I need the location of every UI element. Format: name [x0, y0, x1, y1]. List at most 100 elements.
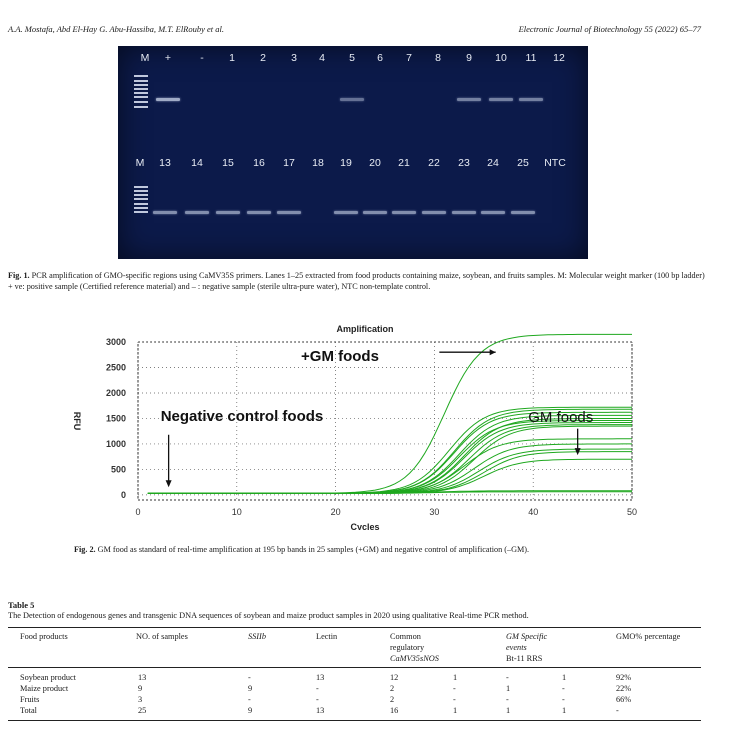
fig1-text: PCR amplification of GMO-specific region… [8, 271, 705, 291]
table-cell-food: Maize product [20, 684, 69, 693]
table-description: The Detection of endogenous genes and tr… [8, 611, 529, 620]
amplification-curve [147, 422, 632, 494]
table-cell-sslib: - [248, 695, 251, 704]
gel-lane-label-bottom: 15 [222, 157, 234, 169]
fig1-caption: Fig. 1. PCR amplification of GMO-specifi… [8, 270, 708, 292]
header-gm-2: events [506, 643, 527, 652]
x-tick-label: 40 [528, 507, 538, 517]
amplification-chart: 0 10 20 30 40 50 0 500 1000 1500 2000 2500 3000 Ampli… [60, 318, 660, 532]
gel-band [489, 98, 513, 101]
table-cell-c35s: 2 [390, 695, 395, 704]
y-tick-label: 500 [111, 464, 126, 474]
y-tick-label: 3000 [106, 337, 126, 347]
gel-lane-label-top: 7 [406, 52, 412, 64]
table-cell-food: Soybean product [20, 673, 76, 682]
gel-lane-label-bottom: 14 [191, 157, 203, 169]
gel-lane-label-bottom: 16 [253, 157, 265, 169]
header-sslib: SSIIb [248, 632, 266, 641]
gel-lane-label-top: 3 [291, 52, 297, 64]
fig2-caption: Fig. 2. GM food as standard of real-time… [74, 544, 714, 555]
gel-band [277, 211, 301, 214]
x-tick-label: 30 [429, 507, 439, 517]
table-cell-samples: 25 [138, 706, 147, 715]
table-cell-lectin: 13 [316, 673, 325, 682]
gel-lane-label-bottom: 17 [283, 157, 295, 169]
gel-lane-label-bottom: 20 [369, 157, 381, 169]
running-header-journal: Electronic Journal of Biotechnology 55 (… [518, 24, 701, 34]
ladder-band [134, 75, 148, 77]
table-cell-pct: 66% [616, 695, 632, 704]
amplification-curve [147, 491, 632, 494]
gel-lane-label-bottom: 13 [159, 157, 171, 169]
annotation-negative-control: Negative control foods [161, 408, 324, 425]
gel-lane-label-top: 1 [229, 52, 235, 64]
table-cell-food: Total [20, 706, 37, 715]
table-cell-rrs: - [562, 684, 565, 693]
gel-lane-label-bottom: 25 [517, 157, 529, 169]
gel-lane-label-bottom: 18 [312, 157, 324, 169]
table-cell-c35s: 16 [390, 706, 399, 715]
gel-lane-label-bottom: 21 [398, 157, 410, 169]
gel-band [247, 211, 271, 214]
gel-lane-label-top: 11 [525, 52, 537, 64]
amplification-curve [147, 418, 632, 494]
ladder-band [134, 198, 148, 200]
ladder-band [134, 106, 148, 108]
table-cell-food: Fruits [20, 695, 40, 704]
fig2-text: GM food as standard of real-time amplifi… [95, 545, 530, 554]
x-tick-label: 20 [331, 507, 341, 517]
running-header-authors: A.A. Mostafa, Abd El-Hay G. Abu-Hassiba,… [8, 24, 225, 34]
gel-band [452, 211, 476, 214]
header-gm-3: Bt-11 RRS [506, 654, 543, 663]
table-cell-lectin: - [316, 695, 319, 704]
table-cell-pct: - [616, 706, 619, 715]
ladder-band [134, 186, 148, 188]
gel-band [422, 211, 446, 214]
header-common-1: Common [390, 632, 421, 641]
fig1-label: Fig. 1. [8, 271, 30, 280]
x-tick-label: 0 [135, 507, 140, 517]
table-cell-samples: 3 [138, 695, 143, 704]
table-cell-nos: - [453, 695, 456, 704]
table-cell-rrs: - [562, 695, 565, 704]
table-cell-sslib: 9 [248, 684, 253, 693]
y-tick-label: 2000 [106, 388, 126, 398]
y-tick-label: 1000 [106, 439, 126, 449]
gel-band [481, 211, 505, 214]
table-cell-sslib: 9 [248, 706, 253, 715]
ladder-band [134, 96, 148, 98]
gel-lane-label-top: - [200, 52, 204, 64]
header-food-products: Food products [20, 632, 68, 641]
gel-band [519, 98, 543, 101]
fig2-label: Fig. 2. [74, 545, 96, 554]
gel-band [392, 211, 416, 214]
annotation-gm-positive: +GM foods [301, 348, 379, 365]
gel-lane-label-top: 5 [349, 52, 355, 64]
table-header-rule [8, 667, 701, 668]
amplification-curve [147, 424, 632, 494]
gel-band [153, 211, 177, 214]
gel-band [156, 98, 180, 101]
gel-band [334, 211, 358, 214]
table-cell-bt11: - [506, 673, 509, 682]
table-cell-nos: 1 [453, 706, 458, 715]
table-cell-lectin: - [316, 684, 319, 693]
table-cell-pct: 22% [616, 684, 632, 693]
header-gmo-percentage: GMO% percentage [616, 632, 681, 641]
table-cell-sslib: - [248, 673, 251, 682]
table-cell-pct: 92% [616, 673, 632, 682]
ladder-band [134, 84, 148, 86]
gel-lane-label-bottom: NTC [544, 157, 566, 169]
y-tick-label: 0 [121, 490, 126, 500]
table-cell-c35s: 12 [390, 673, 399, 682]
gel-lane-label-top: + [164, 52, 172, 64]
chart-title: Amplification [336, 324, 393, 334]
amplification-curve [147, 438, 632, 494]
arrow-negative-head [165, 480, 172, 488]
header-lectin: Lectin [316, 632, 338, 641]
y-axis-label: RFU [72, 412, 82, 431]
table-5: Table 5 The Detection of endogenous gene… [8, 600, 701, 721]
table-cell-nos: 1 [453, 673, 458, 682]
gel-lane-label-top: 8 [435, 52, 441, 64]
gel-lane-label-bottom: 23 [458, 157, 470, 169]
